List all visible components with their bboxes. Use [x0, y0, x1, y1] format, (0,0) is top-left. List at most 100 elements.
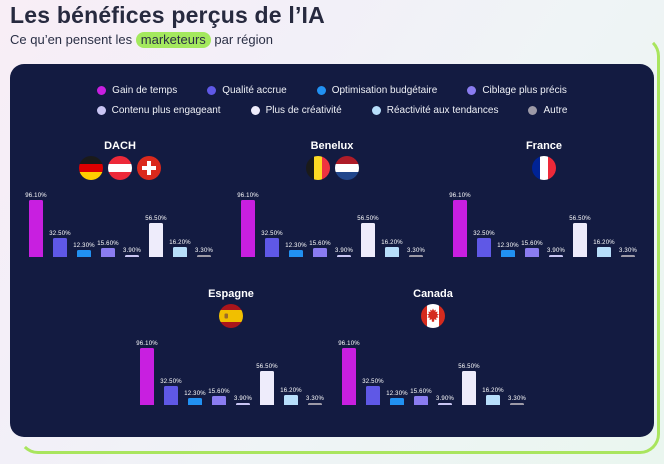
bar-column: 96.10%	[338, 341, 360, 405]
legend-label: Gain de temps	[112, 85, 178, 96]
bar-value-label: 16.20%	[593, 240, 615, 246]
bar	[313, 248, 327, 257]
bar-column: 96.10%	[25, 193, 47, 257]
bar-value-label: 3.90%	[335, 248, 354, 254]
region-flags	[219, 304, 243, 328]
bar-group: 96.10% 32.50% 12.30% 15.60% 3.90% 56.50% 16.20…	[449, 191, 638, 257]
bar-column: 32.50%	[160, 379, 182, 405]
page-title: Les bénéfices perçus de l’IA	[10, 2, 325, 28]
bar-value-label: 96.10%	[25, 193, 47, 199]
bar-column: 12.30%	[285, 243, 307, 257]
bar	[414, 396, 428, 405]
flag-germany-icon	[79, 156, 103, 180]
bar	[621, 255, 635, 257]
bar	[308, 403, 322, 405]
bar-column: 3.30%	[195, 248, 214, 257]
region-group-benelux: Benelux 96.10% 32.50% 12.30% 15.60% 3.90% 56.5…	[237, 140, 426, 257]
bar-column: 56.50%	[357, 216, 379, 257]
page-subtitle: Ce qu’en pensent les marketeurs par régi…	[10, 32, 325, 48]
bar	[236, 403, 250, 405]
bar	[241, 200, 255, 257]
bar-value-label: 32.50%	[160, 379, 182, 385]
bar-column: 32.50%	[261, 231, 283, 257]
legend-dot-icon	[97, 86, 107, 95]
flag-belgium-icon	[305, 156, 330, 180]
bar-value-label: 12.30%	[386, 391, 408, 397]
bar	[361, 223, 375, 257]
bar	[462, 371, 476, 405]
bar-value-label: 56.50%	[145, 216, 167, 222]
bar-column: 3.30%	[619, 248, 638, 257]
bar	[366, 386, 380, 405]
chart-row-2: Espagne 96.10% 32.50% 12.30% 15.60% 3.90% 56.5…	[10, 288, 654, 405]
bar-value-label: 32.50%	[49, 231, 71, 237]
bar-column: 56.50%	[145, 216, 167, 257]
bar-value-label: 32.50%	[473, 231, 495, 237]
bar-value-label: 16.20%	[381, 240, 403, 246]
bar-group: 96.10% 32.50% 12.30% 15.60% 3.90% 56.50% 16.20…	[338, 339, 526, 405]
bar	[337, 255, 351, 257]
bar-value-label: 56.50%	[256, 364, 278, 370]
legend-row-1: Gain de temps Qualité accrue Optimisation …	[97, 85, 567, 96]
bar-value-label: 96.10%	[136, 341, 158, 347]
bar-column: 32.50%	[362, 379, 384, 405]
bar-value-label: 3.30%	[619, 248, 638, 254]
bar	[453, 200, 467, 257]
bar-value-label: 96.10%	[338, 341, 360, 347]
bar	[486, 395, 500, 405]
bar-value-label: 16.20%	[482, 388, 504, 394]
bar-column: 3.30%	[508, 396, 526, 405]
flag-netherlands-icon	[334, 156, 359, 180]
bar	[125, 255, 139, 257]
region-title: France	[525, 140, 563, 152]
bar-column: 3.90%	[234, 396, 252, 405]
bar	[265, 238, 279, 257]
bar	[197, 255, 211, 257]
legend-item: Qualité accrue	[207, 85, 287, 96]
bar-column: 3.90%	[436, 396, 454, 405]
bar-column: 15.60%	[208, 389, 230, 405]
bar	[510, 403, 524, 405]
bar-column: 3.30%	[407, 248, 426, 257]
bar-value-label: 12.30%	[285, 243, 307, 249]
chart-panel: Gain de temps Qualité accrue Optimisation …	[10, 64, 654, 437]
bar-value-label: 3.30%	[407, 248, 426, 254]
bar-column: 16.20%	[381, 240, 403, 257]
bar-value-label: 32.50%	[362, 379, 384, 385]
bar-value-label: 3.30%	[195, 248, 214, 254]
bar-value-label: 12.30%	[73, 243, 95, 249]
bar-column: 15.60%	[410, 389, 432, 405]
region-title: Benelux	[310, 140, 354, 152]
bar	[477, 238, 491, 257]
bar-column: 3.90%	[335, 248, 354, 257]
chart-legend: Gain de temps Qualité accrue Optimisation …	[10, 64, 654, 116]
flag-switzerland-icon	[137, 156, 161, 180]
bar-column: 3.30%	[306, 396, 324, 405]
legend-dot-icon	[316, 86, 326, 95]
legend-item: Plus de créativité	[250, 105, 342, 116]
bar-group: 96.10% 32.50% 12.30% 15.60% 3.90% 56.50% 16.20…	[25, 191, 214, 257]
region-group-dach: DACH 96.10% 32.50% 12.30% 15.60% 3.90% 56.50% 1…	[25, 140, 214, 257]
bar-value-label: 3.90%	[123, 248, 142, 254]
bar	[53, 238, 67, 257]
bar	[289, 250, 303, 257]
legend-label: Autre	[543, 105, 568, 116]
flag-austria-icon	[108, 156, 132, 180]
bar-value-label: 15.60%	[410, 389, 432, 395]
bar-column: 16.20%	[280, 388, 302, 405]
legend-dot-icon	[467, 86, 477, 95]
bar	[549, 255, 563, 257]
bar-column: 32.50%	[473, 231, 495, 257]
bar	[573, 223, 587, 257]
bar-column: 32.50%	[49, 231, 71, 257]
legend-item: Autre	[528, 105, 567, 116]
region-group-espagne: Espagne 96.10% 32.50% 12.30% 15.60% 3.90% 56.5…	[136, 288, 324, 405]
header: Les bénéfices perçus de l’IA Ce qu’en pe…	[10, 2, 325, 48]
bar-column: 15.60%	[521, 241, 543, 257]
subtitle-highlight: marketeurs	[135, 32, 211, 48]
region-group-france: France 96.10% 32.50% 12.30% 15.60% 3.90% 56.50…	[449, 140, 638, 257]
bar	[597, 247, 611, 257]
legend-dot-icon	[207, 86, 217, 95]
bar-column: 12.30%	[497, 243, 519, 257]
bar	[390, 398, 404, 405]
